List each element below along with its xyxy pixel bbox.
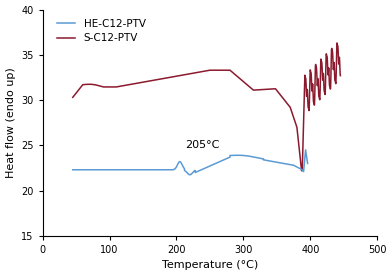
HE-C12-PTV bbox=[302, 158, 307, 161]
HE-C12-PTV bbox=[88, 168, 93, 171]
Text: 205°C: 205°C bbox=[185, 140, 220, 150]
S-C12-PTV bbox=[190, 72, 195, 75]
HE-C12-PTV bbox=[305, 162, 310, 165]
Line: S-C12-PTV: S-C12-PTV bbox=[73, 43, 340, 171]
S-C12-PTV bbox=[338, 74, 343, 77]
HE-C12-PTV bbox=[71, 168, 75, 171]
S-C12-PTV bbox=[305, 102, 310, 105]
HE-C12-PTV bbox=[167, 168, 172, 171]
HE-C12-PTV bbox=[303, 148, 308, 152]
S-C12-PTV bbox=[299, 169, 304, 172]
X-axis label: Temperature (°C): Temperature (°C) bbox=[162, 261, 258, 270]
HE-C12-PTV bbox=[161, 168, 165, 171]
S-C12-PTV bbox=[176, 74, 181, 78]
S-C12-PTV bbox=[71, 96, 75, 99]
S-C12-PTV bbox=[335, 41, 339, 45]
HE-C12-PTV bbox=[242, 154, 247, 157]
Legend: HE-C12-PTV, S-C12-PTV: HE-C12-PTV, S-C12-PTV bbox=[54, 17, 148, 45]
Y-axis label: Heat flow (endo up): Heat flow (endo up) bbox=[5, 67, 16, 178]
HE-C12-PTV bbox=[187, 173, 192, 176]
S-C12-PTV bbox=[129, 83, 134, 86]
S-C12-PTV bbox=[254, 88, 259, 92]
HE-C12-PTV bbox=[278, 161, 283, 164]
S-C12-PTV bbox=[82, 83, 87, 86]
Line: HE-C12-PTV: HE-C12-PTV bbox=[73, 150, 308, 175]
